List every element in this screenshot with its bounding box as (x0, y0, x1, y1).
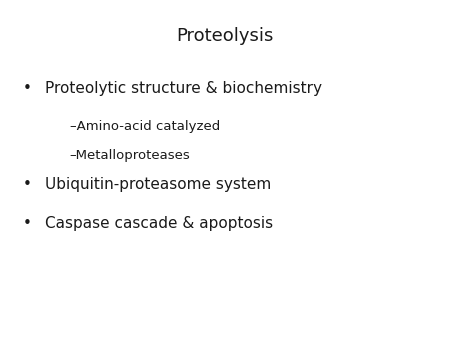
Text: Proteolysis: Proteolysis (176, 27, 274, 45)
Text: –Amino-acid catalyzed: –Amino-acid catalyzed (70, 120, 220, 133)
Text: Caspase cascade & apoptosis: Caspase cascade & apoptosis (45, 216, 273, 231)
Text: •: • (22, 81, 32, 96)
Text: •: • (22, 177, 32, 192)
Text: Proteolytic structure & biochemistry: Proteolytic structure & biochemistry (45, 81, 322, 96)
Text: –Metalloproteases: –Metalloproteases (70, 149, 190, 162)
Text: •: • (22, 216, 32, 231)
Text: Ubiquitin-proteasome system: Ubiquitin-proteasome system (45, 177, 271, 192)
